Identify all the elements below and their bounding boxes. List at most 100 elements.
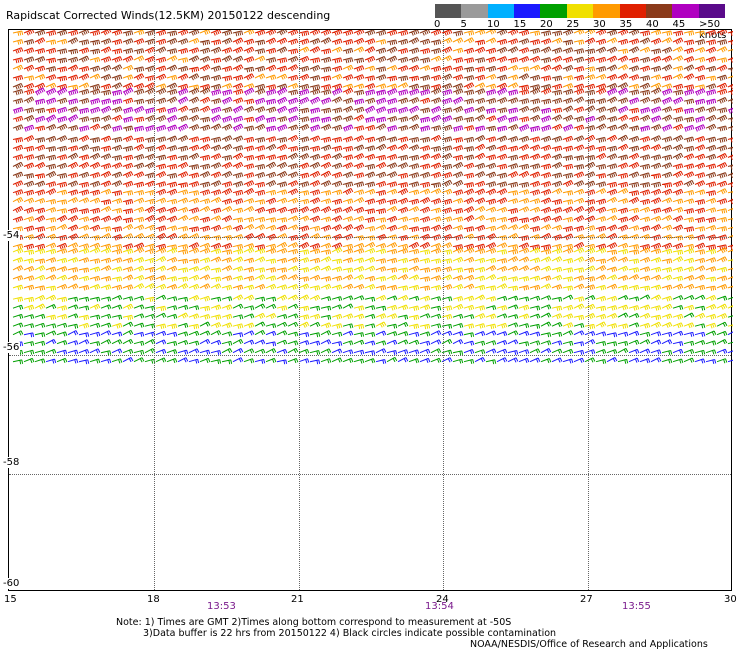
wind-barb [23, 304, 35, 311]
wind-barb [210, 189, 222, 196]
wind-barb [89, 73, 101, 80]
wind-barb [529, 340, 541, 346]
wind-barb [562, 358, 574, 364]
wind-barb [716, 226, 728, 232]
wind-barb [518, 163, 530, 170]
wind-barb [617, 341, 629, 347]
wind-barb [364, 105, 376, 114]
wind-barb [705, 75, 717, 82]
wind-barb [672, 188, 684, 196]
wind-barb [584, 155, 596, 161]
wind-barb [23, 243, 35, 250]
wind-barb [78, 216, 90, 223]
wind-barb [628, 267, 640, 273]
wind-barb [89, 284, 101, 290]
wind-barb [419, 226, 431, 233]
wind-barb [78, 88, 90, 96]
wind-barb [122, 82, 134, 90]
wind-barb [639, 182, 651, 188]
wind-barb [584, 357, 596, 363]
wind-barb [650, 284, 662, 291]
wind-barb [89, 348, 101, 354]
wind-barb [716, 30, 728, 36]
wind-barb [89, 88, 101, 96]
wind-barb [683, 266, 695, 273]
wind-barb [166, 331, 178, 337]
wind-barb [375, 266, 387, 272]
wind-barb [166, 198, 178, 205]
wind-barb [100, 83, 112, 90]
wind-barb [342, 224, 354, 232]
wind-barb [364, 340, 376, 346]
wind-barb [694, 284, 706, 291]
wind-barb [661, 234, 673, 241]
wind-barb [727, 191, 733, 195]
wind-barb [331, 331, 343, 337]
wind-barb [298, 267, 310, 273]
wind-barb [298, 358, 310, 364]
wind-barb [342, 30, 354, 36]
wind-barb [650, 124, 662, 131]
wind-barb [375, 89, 387, 96]
wind-barb [232, 123, 244, 132]
wind-barb [353, 274, 365, 281]
wind-barb [485, 225, 497, 232]
wind-barb [56, 322, 68, 328]
wind-barb [188, 73, 200, 81]
wind-barb [441, 73, 453, 81]
wind-barb [309, 30, 321, 36]
wind-barb [617, 48, 629, 54]
wind-barb [89, 258, 101, 264]
wind-barb [628, 38, 640, 45]
wind-barb [265, 313, 277, 320]
wind-barb [342, 295, 354, 301]
wind-barb [650, 144, 662, 152]
wind-barb [650, 274, 662, 281]
wind-barb [100, 38, 112, 45]
wind-barb [452, 65, 464, 73]
wind-barb [595, 225, 607, 232]
wind-barb [529, 305, 541, 311]
wind-barb [562, 199, 574, 205]
wind-barb [23, 154, 35, 161]
wind-barb [408, 331, 420, 337]
wind-barb [551, 37, 563, 44]
wind-barb [419, 357, 431, 363]
wind-barb [727, 89, 733, 95]
wind-barb [276, 224, 288, 232]
wind-barb [485, 56, 497, 63]
wind-barb [551, 331, 563, 337]
wind-barb [595, 247, 607, 254]
wind-barb [122, 257, 134, 264]
wind-barb [177, 145, 189, 152]
wind-barb [331, 115, 343, 122]
wind-barb [716, 198, 728, 205]
wind-barb [298, 225, 310, 232]
wind-barb [56, 75, 68, 82]
wind-barb [309, 197, 321, 205]
wind-barb [562, 226, 574, 233]
wind-barb [210, 207, 222, 214]
wind-barb [650, 65, 662, 73]
wind-barb [518, 144, 530, 152]
wind-barb [375, 208, 387, 215]
wind-barb [188, 190, 200, 196]
wind-barb [661, 30, 673, 36]
wind-barb [584, 349, 596, 355]
wind-barb [254, 206, 266, 214]
wind-barb [683, 357, 695, 363]
wind-barb [221, 198, 233, 205]
wind-barb [309, 265, 321, 272]
wind-barb [529, 39, 541, 46]
wind-barb [276, 267, 288, 273]
wind-barb [111, 358, 123, 364]
wind-barb [254, 181, 266, 188]
wind-barb [540, 98, 552, 105]
wind-barb [716, 266, 728, 273]
wind-barb [122, 135, 134, 143]
wind-barb [232, 244, 244, 250]
wind-barb [287, 188, 299, 196]
wind-barb [320, 330, 332, 336]
wind-barb [540, 75, 552, 82]
wind-barb [705, 225, 717, 231]
